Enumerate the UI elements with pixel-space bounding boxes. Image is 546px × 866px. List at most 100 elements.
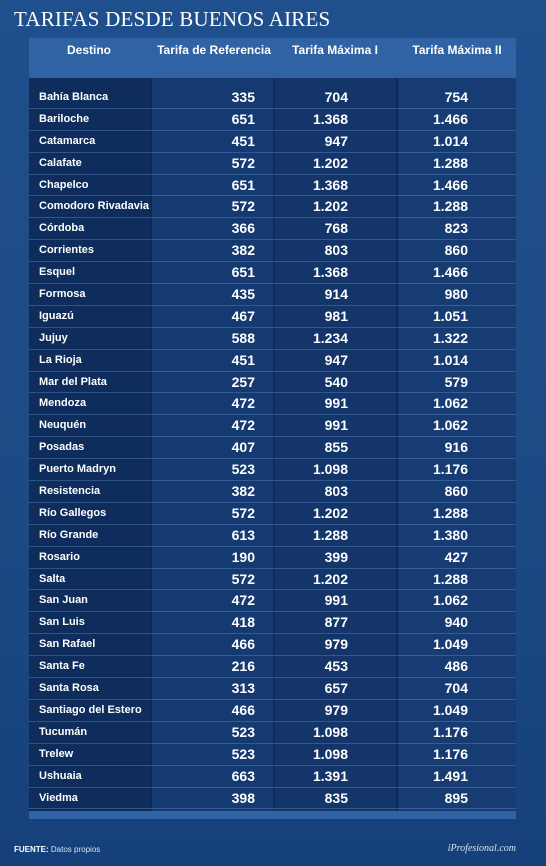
tarifa-maxima-1-cell: 1.098 — [312, 723, 348, 740]
header-tarifa-referencia: Tarifa de Referencia — [157, 43, 271, 57]
tarifa-maxima-2-cell: 1.288 — [432, 198, 468, 215]
column-background-destino — [29, 78, 150, 819]
tarifa-maxima-1-cell: 768 — [324, 220, 348, 237]
table-row: Trelew 523 1.098 1.176 — [29, 744, 516, 766]
tarifa-maxima-2-cell: 916 — [444, 439, 468, 456]
tarifa-maxima-1-cell: 1.234 — [312, 329, 348, 346]
tarifa-referencia-cell: 313 — [231, 680, 255, 697]
tarifa-maxima-1-cell: 1.391 — [312, 767, 348, 784]
table-row: Santa Fe 216 453 486 — [29, 656, 516, 679]
column-background-referencia — [152, 78, 273, 819]
table-row: Chapelco 651 1.368 1.466 — [29, 175, 516, 197]
table-row: La Rioja 451 947 1.014 — [29, 350, 516, 372]
tarifa-maxima-2-cell: 1.466 — [432, 264, 468, 281]
tarifa-maxima-2-cell: 1.176 — [432, 461, 468, 478]
table-row: Jujuy 588 1.234 1.322 — [29, 328, 516, 350]
destination-cell: Catamarca — [39, 134, 96, 147]
destination-cell: Santiago del Estero — [39, 703, 142, 716]
table-row: Viedma 398 835 895 — [29, 788, 516, 810]
tarifa-referencia-cell: 418 — [231, 614, 255, 631]
destination-cell: San Luis — [39, 616, 85, 629]
tarifa-referencia-cell: 588 — [231, 329, 255, 346]
tarifa-maxima-2-cell: 1.466 — [432, 110, 468, 127]
tarifa-maxima-1-cell: 914 — [324, 286, 348, 303]
tarifa-referencia-cell: 466 — [231, 636, 255, 653]
column-background-maxima-2 — [398, 78, 516, 819]
tarifa-referencia-cell: 467 — [231, 307, 255, 324]
tarifa-referencia-cell: 435 — [231, 286, 255, 303]
table-row: Mar del Plata 257 540 579 — [29, 372, 516, 394]
destination-cell: Jujuy — [39, 331, 68, 344]
table-bottom-bar — [29, 811, 516, 819]
tarifa-maxima-1-cell: 453 — [324, 658, 348, 675]
table-row: Esquel 651 1.368 1.466 — [29, 262, 516, 285]
tarifa-maxima-1-cell: 1.288 — [312, 526, 348, 543]
tarifa-maxima-1-cell: 1.098 — [312, 461, 348, 478]
tarifa-maxima-1-cell: 1.202 — [312, 198, 348, 215]
table-row: Catamarca 451 947 1.014 — [29, 131, 516, 153]
tarifa-referencia-cell: 651 — [231, 264, 255, 281]
tarifa-maxima-1-cell: 1.202 — [312, 570, 348, 587]
destination-cell: Ushuaia — [39, 769, 82, 782]
table-row: Corrientes 382 803 860 — [29, 240, 516, 263]
destination-cell: Salta — [39, 572, 66, 585]
tarifa-referencia-cell: 407 — [231, 439, 255, 456]
destination-cell: Bariloche — [39, 112, 90, 125]
header-tarifa-maxima-2: Tarifa Máxima II — [412, 43, 502, 57]
tarifa-referencia-cell: 663 — [231, 767, 255, 784]
tarifa-maxima-1-cell: 979 — [324, 701, 348, 718]
destination-cell: Santa Fe — [39, 660, 85, 673]
tarifa-referencia-cell: 572 — [231, 154, 255, 171]
tarifa-referencia-cell: 572 — [231, 570, 255, 587]
destination-cell: Resistencia — [39, 485, 101, 498]
tarifa-maxima-1-cell: 1.368 — [312, 110, 348, 127]
destination-cell: La Rioja — [39, 353, 82, 366]
table-row: Ushuaia 663 1.391 1.491 — [29, 766, 516, 788]
tarifa-referencia-cell: 523 — [231, 723, 255, 740]
tarifa-maxima-1-cell: 803 — [324, 242, 348, 259]
tarifa-referencia-cell: 366 — [231, 220, 255, 237]
tarifa-maxima-2-cell: 1.049 — [432, 701, 468, 718]
tarifa-maxima-2-cell: 1.466 — [432, 176, 468, 193]
tarifa-maxima-1-cell: 540 — [324, 373, 348, 390]
source-value: Datos propios — [50, 845, 101, 854]
tarifa-maxima-1-cell: 704 — [324, 89, 348, 105]
tarifa-referencia-cell: 451 — [231, 132, 255, 149]
tarifa-maxima-2-cell: 823 — [444, 220, 468, 237]
tarifa-referencia-cell: 523 — [231, 745, 255, 762]
tarifa-maxima-2-cell: 940 — [444, 614, 468, 631]
tarifa-referencia-cell: 572 — [231, 504, 255, 521]
table-header: Destino Tarifa de Referencia Tarifa Máxi… — [29, 38, 516, 78]
tarifa-maxima-1-cell: 803 — [324, 483, 348, 500]
destination-cell: Córdoba — [39, 222, 85, 235]
table-row: Santiago del Estero 466 979 1.049 — [29, 700, 516, 722]
tarifa-maxima-2-cell: 704 — [444, 680, 468, 697]
tarifa-maxima-2-cell: 1.014 — [432, 132, 468, 149]
destination-cell: Iguazú — [39, 309, 74, 322]
tarifa-maxima-1-cell: 1.098 — [312, 745, 348, 762]
table-row: Córdoba 366 768 823 — [29, 218, 516, 241]
tarifa-referencia-cell: 651 — [231, 110, 255, 127]
tarifa-maxima-2-cell: 895 — [444, 789, 468, 806]
tarifa-referencia-cell: 613 — [231, 526, 255, 543]
tarifa-maxima-2-cell: 579 — [444, 373, 468, 390]
tarifa-referencia-cell: 523 — [231, 461, 255, 478]
destination-cell: Puerto Madryn — [39, 463, 117, 476]
table-row: Comodoro Rivadavia 572 1.202 1.288 — [29, 196, 516, 219]
tarifa-maxima-2-cell: 980 — [444, 286, 468, 303]
source-note: FUENTE: Datos propios — [14, 845, 100, 854]
table-row: Puerto Madryn 523 1.098 1.176 — [29, 459, 516, 482]
tarifa-maxima-1-cell: 657 — [324, 680, 348, 697]
source-label: FUENTE: — [14, 845, 49, 854]
fares-table: Destino Tarifa de Referencia Tarifa Máxi… — [29, 38, 516, 819]
tarifa-maxima-2-cell: 860 — [444, 242, 468, 259]
tarifa-maxima-1-cell: 1.368 — [312, 264, 348, 281]
tarifa-maxima-1-cell: 855 — [324, 439, 348, 456]
table-row: Iguazú 467 981 1.051 — [29, 306, 516, 328]
table-row: Calafate 572 1.202 1.288 — [29, 153, 516, 175]
tarifa-maxima-2-cell: 754 — [444, 89, 468, 105]
tarifa-maxima-2-cell: 1.062 — [432, 592, 468, 609]
destination-cell: Corrientes — [39, 244, 95, 257]
destination-cell: Viedma — [39, 791, 78, 804]
table-row: Bariloche 651 1.368 1.466 — [29, 109, 516, 131]
